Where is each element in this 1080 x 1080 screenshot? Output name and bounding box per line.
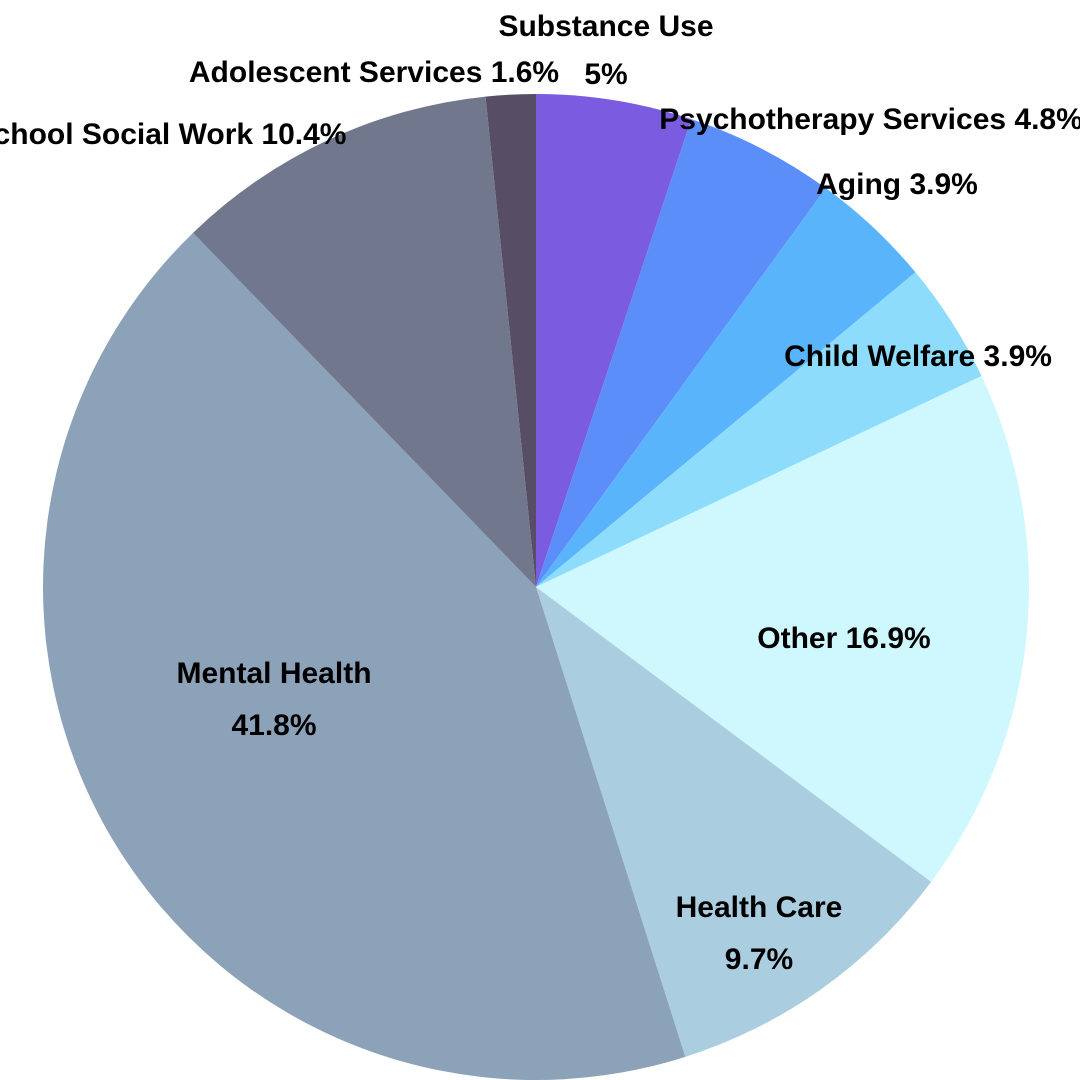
pie-slice-mental-health [43, 232, 686, 1080]
pie-slice-substance-use [536, 94, 692, 587]
slice-label-child-welfare: Child Welfare 3.9% [784, 340, 1052, 373]
slice-label-other: Other 16.9% [757, 622, 930, 655]
slice-label-psychotherapy-services: Psychotherapy Services 4.8% [659, 103, 1080, 136]
slice-label-mental-health-value: 41.8% [231, 709, 316, 742]
pie-slice-adolescent-services [485, 94, 536, 587]
pie-slice-psychotherapy-services [536, 119, 826, 588]
pie-slice-other [536, 375, 1029, 882]
slice-label-adolescent-services: Adolescent Services 1.6% [189, 56, 559, 89]
slice-label-school-social-work: School Social Work 10.4% [0, 118, 346, 151]
slice-label-aging: Aging 3.9% [816, 168, 978, 201]
slice-label-health-care-name: Health Care [676, 891, 843, 924]
pie-slice-child-welfare [536, 272, 982, 587]
pie-slice-school-social-work [193, 96, 536, 588]
slice-label-substance-use-value: 5% [584, 58, 627, 91]
slice-label-substance-use-name: Substance Use [498, 10, 713, 43]
pie-slices [43, 94, 1029, 1080]
pie-slice-health-care [536, 587, 932, 1057]
slice-label-mental-health-name: Mental Health [176, 657, 371, 690]
pie-labels: Substance Use 5% Psychotherapy Services 4.… [0, 10, 1080, 976]
pie-slice-aging [536, 188, 916, 588]
slice-label-health-care-value: 9.7% [725, 943, 793, 976]
